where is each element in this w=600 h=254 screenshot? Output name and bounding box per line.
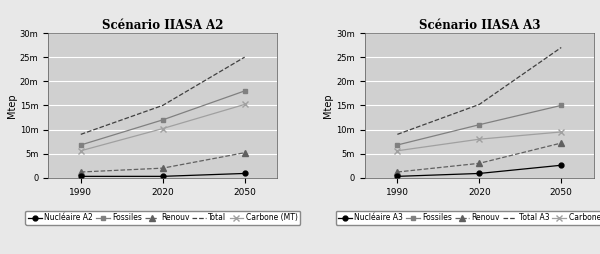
Y-axis label: Mtep: Mtep bbox=[7, 93, 17, 118]
Title: Scénario IIASA A3: Scénario IIASA A3 bbox=[419, 19, 540, 32]
Title: Scénario IIASA A2: Scénario IIASA A2 bbox=[102, 19, 223, 32]
Y-axis label: Mtep: Mtep bbox=[323, 93, 334, 118]
Legend: Nucléaire A3, Fossiles, Renouv, Total A3, Carbone (MT): Nucléaire A3, Fossiles, Renouv, Total A3… bbox=[335, 211, 600, 225]
Legend: Nucléaire A2, Fossiles, Renouv, Total, Carbone (MT): Nucléaire A2, Fossiles, Renouv, Total, C… bbox=[25, 211, 300, 225]
